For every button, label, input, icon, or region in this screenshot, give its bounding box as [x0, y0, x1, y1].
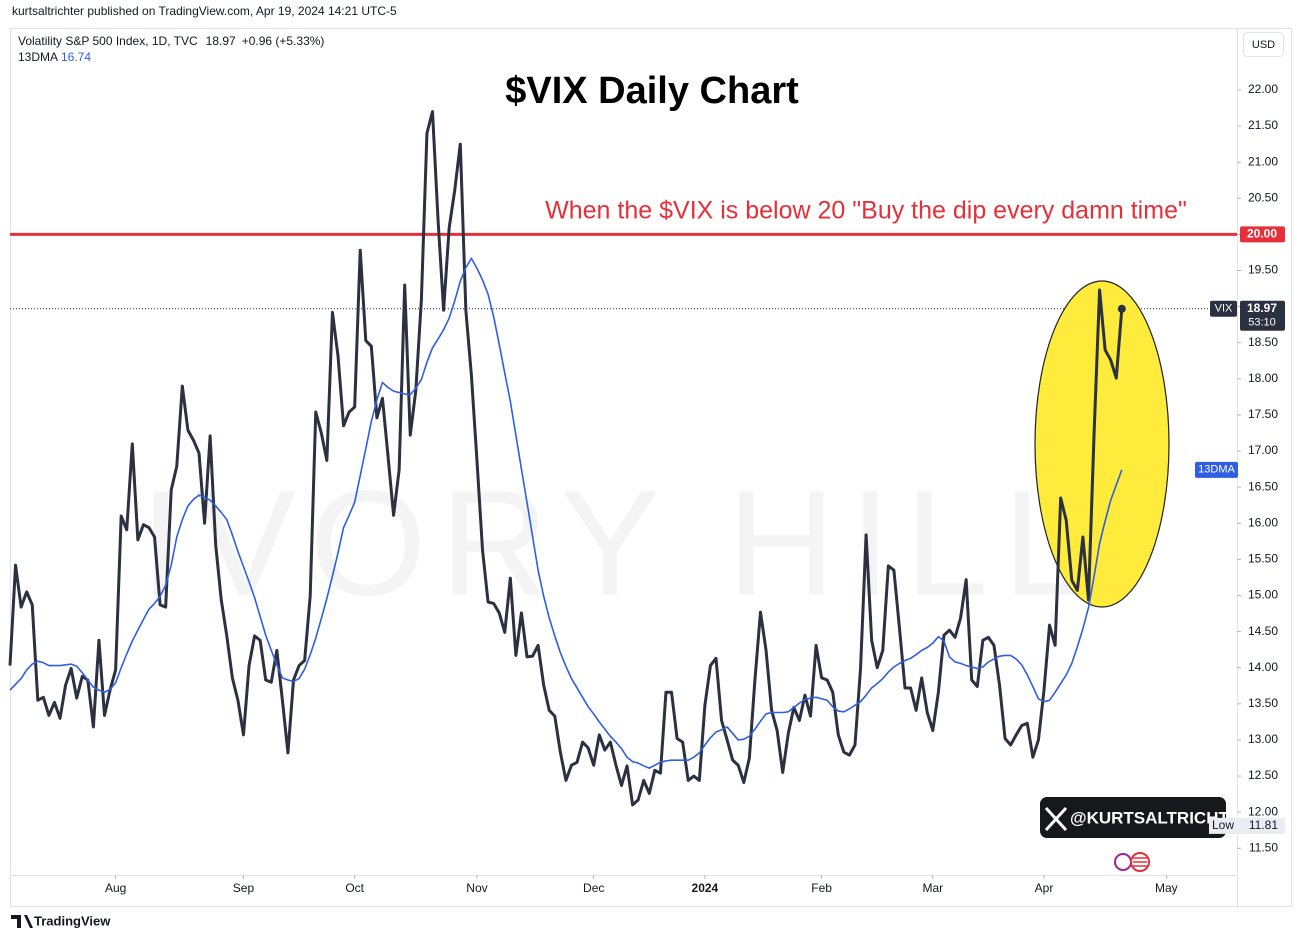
y-tick-label: 15.00	[1248, 588, 1278, 602]
legend-title: Volatility S&P 500 Index, 1D, TVC	[18, 34, 198, 48]
footer-text: TradingView	[34, 913, 111, 928]
y-tick-label: 21.00	[1248, 154, 1278, 168]
y-tick-label: 22.00	[1248, 82, 1278, 96]
header: kurtsaltrichter published on TradingView…	[12, 4, 397, 18]
ma-tag-box	[1195, 461, 1238, 478]
x-tick-label: Nov	[466, 881, 487, 895]
x-tick-label: Mar	[922, 881, 943, 895]
y-tick-label: 15.50	[1248, 552, 1278, 566]
y-tick-label: 17.00	[1248, 443, 1278, 457]
low-tag-box	[1209, 817, 1285, 834]
x-tick-label: Feb	[811, 881, 832, 895]
y-tick-label: 16.00	[1248, 515, 1278, 529]
y-tick-label: 16.50	[1248, 479, 1278, 493]
legend-ma-name: 13DMA	[18, 50, 58, 64]
price-tag-box	[1240, 300, 1285, 331]
reference-tag	[1240, 226, 1285, 243]
legend-change: +0.96 (+5.33%)	[242, 34, 325, 48]
event-icon-lines	[1133, 857, 1147, 867]
price-tag-name-box	[1210, 300, 1237, 317]
y-tick-label: 13.50	[1248, 696, 1278, 710]
series-line	[9, 257, 1123, 769]
price-tag-value: 18.97	[1247, 301, 1277, 315]
x-tick-label: Sep	[233, 881, 255, 895]
x-logo	[1044, 806, 1068, 832]
y-tick-label: 14.00	[1248, 660, 1278, 674]
event-icon	[1114, 853, 1132, 871]
price-tag-name: VIX	[1215, 303, 1233, 315]
x-tick-label: Oct	[345, 881, 364, 895]
badge-handle: @KURTSALTRICHTER	[1070, 808, 1252, 827]
tv-logo	[11, 915, 33, 928]
y-tick-label: 18.00	[1248, 371, 1278, 385]
y-tick-label: 13.00	[1248, 732, 1278, 746]
y-tick-label: 12.00	[1248, 804, 1278, 818]
badge-box	[1040, 797, 1226, 838]
reference-tag-label: 20.00	[1247, 227, 1277, 241]
y-tick-label: 18.50	[1248, 335, 1278, 349]
price-countdown: 53:10	[1248, 317, 1276, 329]
currency-button[interactable]	[1243, 32, 1284, 57]
handle-badge: @KURTSALTRICHTER	[1040, 797, 1252, 838]
x-tick-label: Apr	[1035, 881, 1054, 895]
y-tick-label: 12.50	[1248, 768, 1278, 782]
legend-ma-value: 16.74	[61, 50, 91, 64]
chart-title: $VIX Daily Chart	[505, 70, 799, 112]
plot-area	[10, 232, 1237, 310]
currency-label[interactable]: USD	[1252, 39, 1275, 51]
y-tick-label: 21.50	[1248, 118, 1278, 132]
annotation: When the $VIX is below 20 "Buy the dip e…	[545, 197, 1187, 225]
x-tick-label: Aug	[105, 881, 126, 895]
event-icons	[1114, 852, 1150, 872]
low-tag-label: Low	[1212, 818, 1234, 832]
y-tick-label: 11.50	[1249, 840, 1278, 854]
series-line	[8, 110, 1124, 807]
x-tick-label: 2024	[692, 881, 719, 895]
x-tick-label: May	[1155, 881, 1178, 895]
footer-logo: TradingView	[11, 913, 111, 928]
highlight-ellipse	[1034, 280, 1170, 608]
low-tag-value: 11.81	[1249, 818, 1278, 832]
ma-tag-label: 13DMA	[1198, 464, 1235, 476]
chart-frame	[10, 28, 1292, 907]
y-tick-label: 14.50	[1248, 624, 1278, 638]
series-layer	[8, 110, 1126, 807]
last-point	[1117, 304, 1126, 313]
x-tick-label: Dec	[583, 881, 604, 895]
y-tick-label: 20.50	[1248, 190, 1278, 204]
watermark: IVORY HILL	[140, 459, 1100, 627]
y-tick-label: 17.50	[1248, 407, 1278, 421]
y-tick-label: 19.50	[1248, 263, 1278, 277]
legend-value: 18.97	[206, 34, 236, 48]
